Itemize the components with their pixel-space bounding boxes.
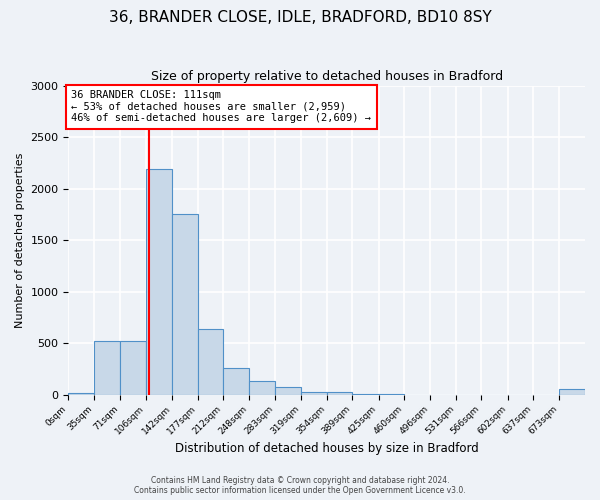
Title: Size of property relative to detached houses in Bradford: Size of property relative to detached ho… (151, 70, 503, 83)
Bar (301, 392, 327, 394)
Bar (146, 169, 172, 394)
Bar (197, 328, 223, 394)
Text: 36, BRANDER CLOSE, IDLE, BRADFORD, BD10 8SY: 36, BRANDER CLOSE, IDLE, BRADFORD, BD10 … (109, 10, 491, 25)
Bar (172, 214, 197, 394)
X-axis label: Distribution of detached houses by size in Bradford: Distribution of detached houses by size … (175, 442, 479, 455)
Text: 36 BRANDER CLOSE: 111sqm
← 53% of detached houses are smaller (2,959)
46% of sem: 36 BRANDER CLOSE: 111sqm ← 53% of detach… (71, 90, 371, 124)
Text: Contains HM Land Registry data © Crown copyright and database right 2024.
Contai: Contains HM Land Registry data © Crown c… (134, 476, 466, 495)
Bar (250, 381, 275, 394)
Bar (120, 341, 146, 394)
Bar (223, 368, 250, 394)
Y-axis label: Number of detached properties: Number of detached properties (15, 152, 25, 328)
Bar (327, 392, 352, 394)
Bar (94, 341, 120, 394)
Bar (559, 390, 585, 394)
Bar (275, 388, 301, 394)
Bar (68, 392, 94, 394)
